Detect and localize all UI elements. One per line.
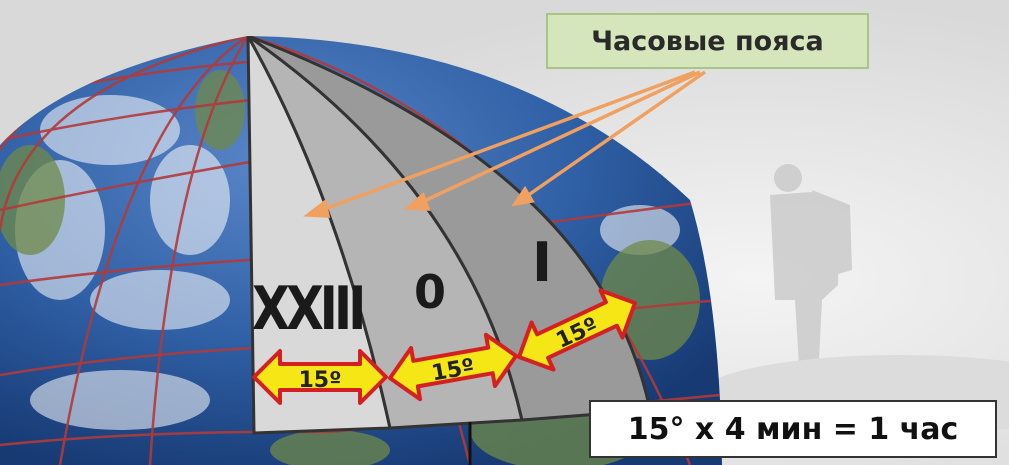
zone-label-0: 0 [414,265,447,319]
width-arrow-i [516,288,638,372]
width-arrow-xxiii [252,349,388,405]
hiker-silhouette [770,164,852,382]
globe [0,36,722,465]
zone-label-i: I [532,231,553,294]
diagram-title: Часовые пояса [546,13,869,69]
formula-box: 15° х 4 мин = 1 час [589,400,997,458]
zone-label-xxiii: XXIII [252,274,366,344]
width-label-xxiii: 15º [298,368,341,393]
width-arrow-0 [387,332,519,402]
title-pointers [303,70,707,218]
